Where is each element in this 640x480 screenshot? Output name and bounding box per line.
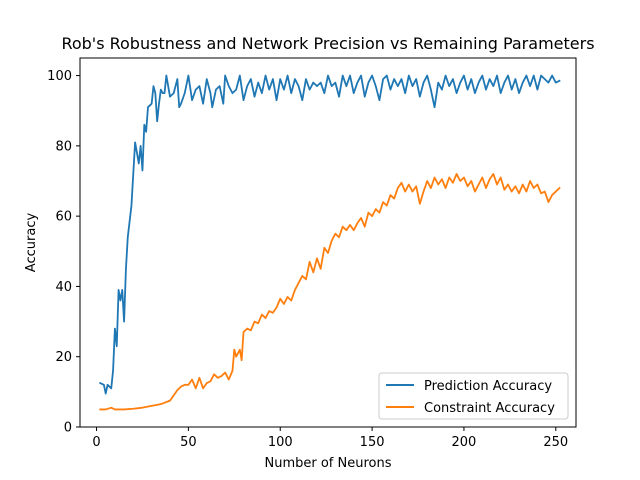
chart-title: Rob's Robustness and Network Precision v… bbox=[61, 34, 594, 53]
legend-box bbox=[378, 372, 569, 420]
series-line-prediction-accuracy bbox=[99, 74, 561, 395]
series-line-constraint-accuracy bbox=[99, 173, 561, 411]
x-axis: 0 50 100 150 200 250 bbox=[92, 427, 568, 450]
x-tick-label: 250 bbox=[543, 435, 568, 450]
y-axis: 0 20 40 60 80 100 bbox=[47, 69, 80, 436]
legend-label-prediction-accuracy: Prediction Accuracy bbox=[424, 379, 552, 394]
y-tick-label: 100 bbox=[47, 69, 72, 84]
x-tick-label: 0 bbox=[92, 435, 100, 450]
x-axis-title: Number of Neurons bbox=[264, 456, 391, 471]
series-layer bbox=[99, 74, 561, 411]
legend: Prediction Accuracy Constraint Accuracy bbox=[378, 372, 569, 420]
plot-area-frame bbox=[79, 57, 577, 428]
x-tick-label: 200 bbox=[452, 435, 477, 450]
y-tick-label: 0 bbox=[64, 421, 72, 436]
x-tick-label: 150 bbox=[360, 435, 385, 450]
legend-label-constraint-accuracy: Constraint Accuracy bbox=[424, 401, 555, 416]
y-tick-label: 20 bbox=[55, 350, 72, 365]
x-tick-label: 50 bbox=[180, 435, 197, 450]
y-tick-label: 60 bbox=[55, 210, 72, 225]
y-tick-label: 40 bbox=[55, 280, 72, 295]
y-axis-title: Accuracy bbox=[24, 213, 39, 273]
x-tick-label: 100 bbox=[268, 435, 293, 450]
y-tick-label: 80 bbox=[55, 139, 72, 154]
